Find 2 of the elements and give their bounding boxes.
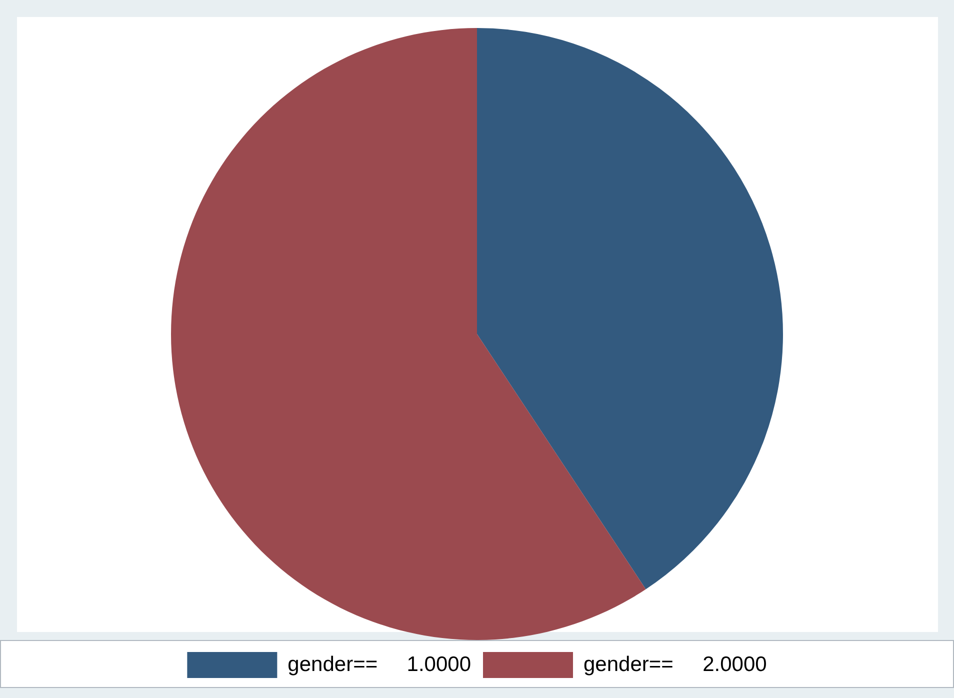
legend-label: gender== 2.0000 (584, 652, 767, 676)
legend-label: gender== 1.0000 (288, 652, 472, 676)
